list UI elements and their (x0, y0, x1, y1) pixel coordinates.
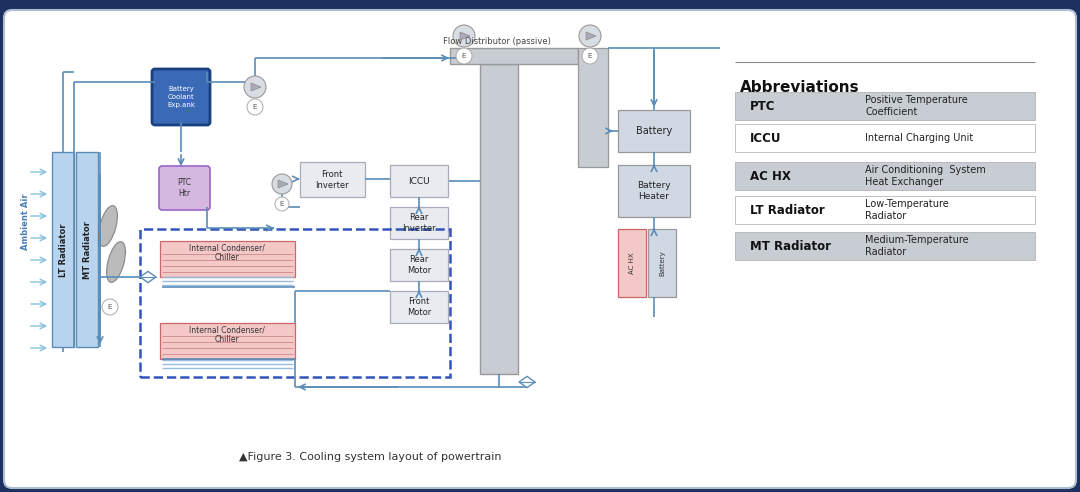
FancyBboxPatch shape (735, 232, 1035, 260)
Text: Battery
Heater: Battery Heater (637, 181, 671, 201)
Text: Abbreviations: Abbreviations (740, 80, 860, 95)
Text: Ambient Air: Ambient Air (22, 194, 30, 250)
Polygon shape (460, 32, 470, 40)
Polygon shape (251, 83, 261, 91)
Text: E: E (108, 304, 112, 310)
FancyBboxPatch shape (300, 162, 365, 197)
Text: Internal Condenser/: Internal Condenser/ (189, 326, 265, 335)
Text: Positive Temperature
Coefficient: Positive Temperature Coefficient (865, 95, 968, 117)
Text: Front
Motor: Front Motor (407, 297, 431, 317)
FancyBboxPatch shape (4, 10, 1076, 488)
Circle shape (582, 48, 598, 64)
Circle shape (247, 99, 264, 115)
FancyBboxPatch shape (578, 48, 608, 167)
Text: Rear
Inverter: Rear Inverter (402, 213, 436, 233)
Text: Battery
Coolant
Exp.ank: Battery Coolant Exp.ank (167, 87, 195, 107)
FancyBboxPatch shape (735, 162, 1035, 190)
Text: E: E (588, 53, 592, 59)
FancyBboxPatch shape (390, 291, 448, 323)
FancyBboxPatch shape (618, 229, 646, 297)
Text: Battery: Battery (636, 126, 672, 136)
Circle shape (272, 174, 292, 194)
FancyBboxPatch shape (76, 152, 98, 347)
Polygon shape (519, 376, 535, 388)
Text: Internal Charging Unit: Internal Charging Unit (865, 133, 973, 143)
Text: E: E (462, 53, 467, 59)
Text: Front
Inverter: Front Inverter (315, 170, 349, 190)
FancyBboxPatch shape (618, 165, 690, 217)
Ellipse shape (107, 242, 125, 282)
FancyBboxPatch shape (618, 110, 690, 152)
Polygon shape (278, 180, 288, 188)
Text: LT Radiator: LT Radiator (750, 204, 825, 216)
Text: Medium-Temperature
Radiator: Medium-Temperature Radiator (865, 235, 969, 257)
Text: Air Conditioning  System
Heat Exchanger: Air Conditioning System Heat Exchanger (865, 165, 986, 187)
Circle shape (453, 25, 475, 47)
Circle shape (456, 48, 472, 64)
Text: E: E (280, 201, 284, 207)
Text: MT Radiator: MT Radiator (82, 221, 92, 279)
Text: ICCU: ICCU (750, 131, 782, 145)
FancyBboxPatch shape (390, 249, 448, 281)
Text: Battery: Battery (659, 250, 665, 276)
FancyBboxPatch shape (480, 64, 518, 374)
FancyBboxPatch shape (648, 229, 676, 297)
Circle shape (275, 197, 289, 211)
Text: PTC
Htr: PTC Htr (177, 178, 191, 198)
Text: Flow Distributor (passive): Flow Distributor (passive) (443, 37, 551, 47)
FancyBboxPatch shape (160, 241, 295, 277)
FancyBboxPatch shape (390, 165, 448, 197)
Text: E: E (253, 104, 257, 110)
FancyBboxPatch shape (390, 207, 448, 239)
FancyBboxPatch shape (160, 323, 295, 359)
Text: MT Radiator: MT Radiator (750, 240, 831, 252)
Text: LT Radiator: LT Radiator (58, 223, 67, 277)
Text: Internal Condenser/: Internal Condenser/ (189, 244, 265, 252)
Circle shape (244, 76, 266, 98)
Polygon shape (140, 272, 156, 282)
Polygon shape (586, 32, 596, 40)
FancyBboxPatch shape (152, 69, 210, 125)
Circle shape (579, 25, 600, 47)
FancyBboxPatch shape (450, 48, 578, 64)
Text: PTC: PTC (750, 99, 775, 113)
FancyBboxPatch shape (735, 196, 1035, 224)
Text: Chiller: Chiller (215, 336, 240, 344)
Text: Chiller: Chiller (215, 253, 240, 263)
Text: ▲Figure 3. Cooling system layout of powertrain: ▲Figure 3. Cooling system layout of powe… (239, 452, 501, 462)
Text: AC HX: AC HX (750, 170, 791, 183)
Ellipse shape (98, 206, 118, 246)
FancyBboxPatch shape (52, 152, 75, 347)
Text: Low-Temperature
Radiator: Low-Temperature Radiator (865, 199, 948, 221)
FancyBboxPatch shape (159, 166, 210, 210)
Circle shape (102, 299, 118, 315)
Text: Rear
Motor: Rear Motor (407, 255, 431, 275)
FancyBboxPatch shape (735, 124, 1035, 152)
Text: AC HX: AC HX (629, 252, 635, 274)
FancyBboxPatch shape (735, 92, 1035, 120)
Text: ICCU: ICCU (408, 177, 430, 185)
